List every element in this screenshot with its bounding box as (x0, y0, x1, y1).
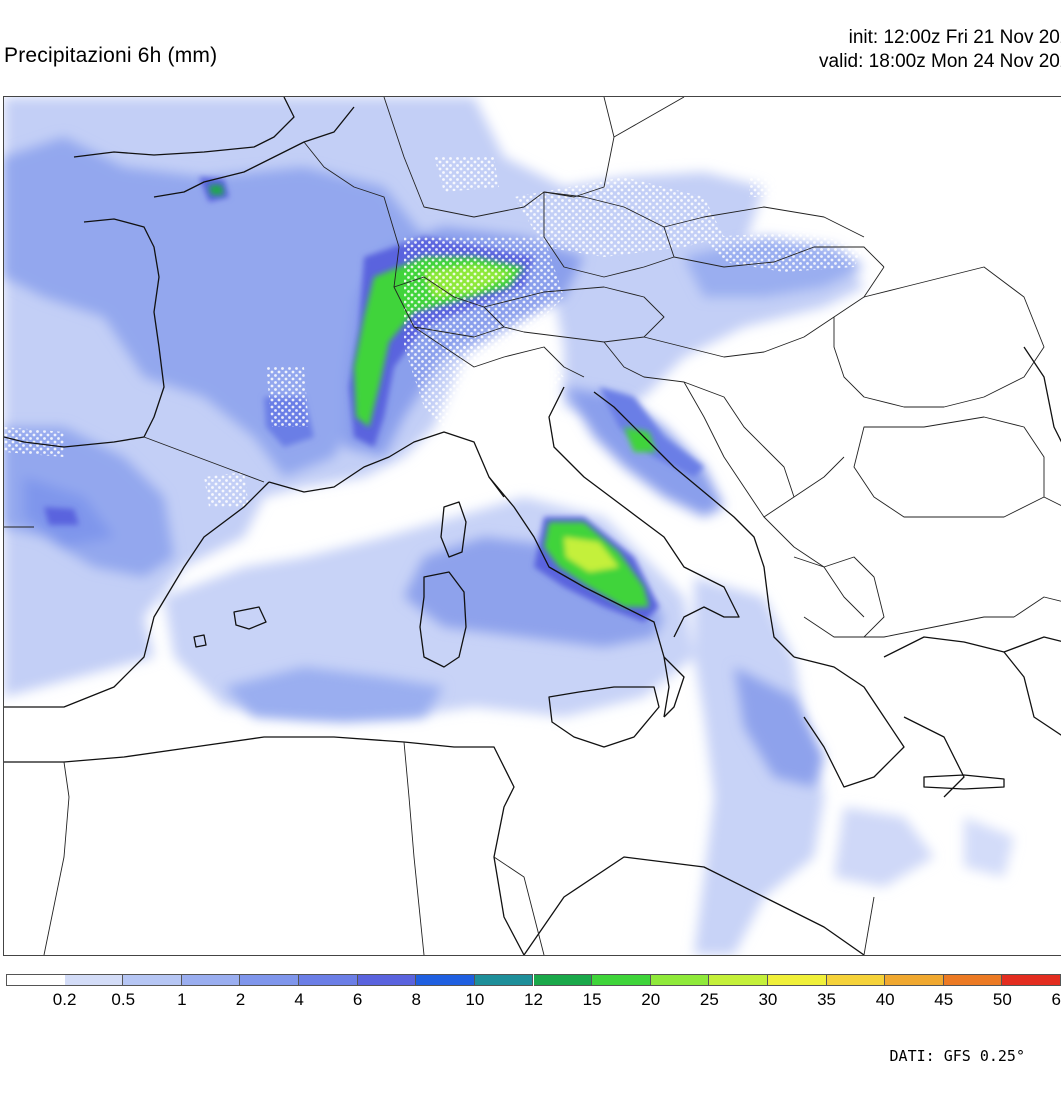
colorbar-swatch (709, 974, 768, 986)
colorbar-label: 12 (524, 990, 543, 1009)
precipitation-colorbar (6, 974, 1061, 986)
colorbar-swatch (240, 974, 300, 986)
colorbar-swatch (357, 974, 417, 986)
map-title: Precipitazioni 6h (mm) (4, 44, 218, 67)
colorbar-label: 2 (235, 990, 246, 1009)
init-time: init: 12:00z Fri 21 Nov 2025 (848, 27, 1061, 48)
colorbar-swatch (885, 974, 944, 986)
colorbar-label: 4 (294, 990, 304, 1009)
colorbar-swatch (650, 974, 710, 986)
colorbar-swatch (1002, 974, 1061, 986)
colorbar-swatch (767, 974, 827, 986)
colorbar-label: 20 (641, 990, 661, 1009)
colorbar-label: 0.2 (52, 990, 77, 1009)
colorbar-swatch (826, 974, 886, 986)
precipitation-map (3, 96, 1061, 956)
colorbar-swatch (592, 974, 651, 986)
run-info: init: 12:00z Fri 21 Nov 2025 valid: 18:0… (819, 26, 1061, 74)
colorbar-label: 15 (582, 990, 602, 1009)
country-borders (4, 97, 1061, 955)
colorbar-swatch (533, 974, 593, 986)
colorbar-label: 40 (875, 990, 895, 1009)
map-canvas (4, 97, 1061, 955)
colorbar-swatch (943, 974, 1003, 986)
colorbar-label: 25 (699, 990, 719, 1009)
colorbar-swatch (474, 974, 534, 986)
colorbar-label: 1 (177, 990, 187, 1009)
snow-marker-overlay (4, 157, 864, 507)
colorbar-labels: 0.20.5124681012152025303540455060 (6, 990, 1061, 1012)
colorbar-label: 0.5 (111, 990, 136, 1009)
colorbar-swatch (181, 974, 241, 986)
colorbar-label: 45 (934, 990, 954, 1009)
valid-time: valid: 18:00z Mon 24 Nov 2025 (819, 51, 1061, 72)
colorbar-swatch (6, 974, 66, 986)
coastlines (4, 97, 1061, 955)
colorbar-label: 50 (992, 990, 1012, 1009)
colorbar-label: 30 (758, 990, 778, 1009)
colorbar-swatch (64, 974, 124, 986)
colorbar-label: 35 (817, 990, 837, 1009)
colorbar-swatch (123, 974, 182, 986)
colorbar-swatch (299, 974, 358, 986)
colorbar-label: 60 (1051, 990, 1061, 1009)
data-source: DATI: GFS 0.25° (889, 1047, 1025, 1065)
colorbar-label: 8 (411, 990, 421, 1009)
colorbar-label: 10 (465, 990, 485, 1009)
colorbar-label: 6 (352, 990, 363, 1009)
colorbar-swatch (416, 974, 475, 986)
